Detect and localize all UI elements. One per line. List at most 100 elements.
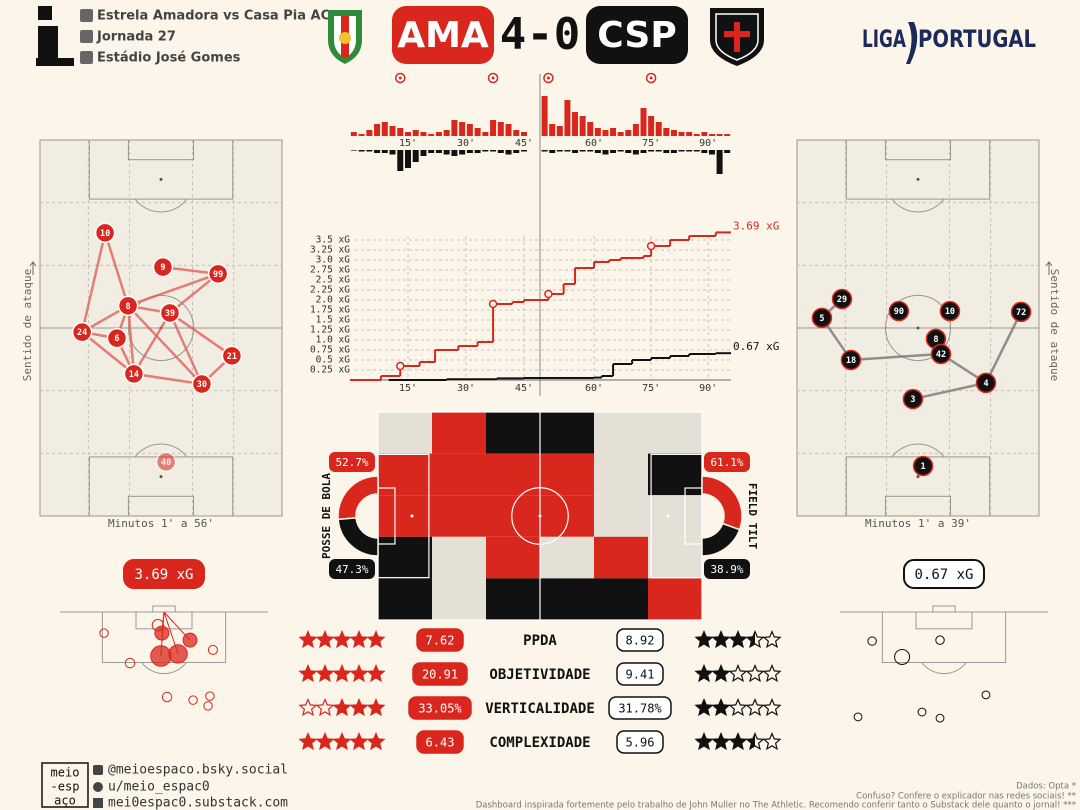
momentum-bar-home (459, 122, 466, 136)
momentum-bar-away (693, 150, 700, 152)
rating-star (298, 629, 318, 649)
rating-star (366, 697, 386, 717)
momentum-bar-away (670, 150, 677, 153)
territory-cell (594, 578, 648, 620)
momentum-bar-away (625, 150, 632, 153)
momentum-bar-home (556, 126, 563, 136)
momentum-bar-home (572, 112, 579, 136)
player-node (159, 302, 181, 324)
territory-cell (540, 536, 594, 579)
territory-cell (486, 453, 540, 496)
territory-cell (648, 495, 702, 537)
y-tick-label: 1.0 xG (316, 335, 351, 346)
match-round: Jornada 27 (96, 30, 176, 45)
momentum-tick-label: 30' (457, 138, 475, 149)
player-number: 8 (933, 335, 938, 345)
stat-value: 33.05% (418, 702, 462, 716)
xg-goal (488, 299, 498, 309)
player-number: 6 (114, 334, 119, 344)
player-node (94, 222, 116, 244)
momentum-bar-away (587, 150, 594, 152)
momentum-bar-home (579, 116, 586, 136)
momentum-bar-home (708, 134, 715, 136)
momentum-bar-home (521, 132, 527, 136)
gauge-pill (329, 452, 375, 472)
brand: aço (54, 794, 76, 808)
rating-star (694, 731, 714, 751)
momentum-tick-label: 75' (642, 138, 660, 149)
attack-label: Sentido de ataque (1048, 269, 1061, 382)
player-node (888, 300, 910, 322)
rating-star (332, 663, 352, 683)
momentum-bar-away (497, 150, 504, 153)
rating-star (332, 697, 352, 717)
xg-total-label: 0.67 xG (733, 340, 779, 353)
stat-pill (412, 662, 468, 686)
momentum-tick-label: 15' (399, 138, 417, 149)
momentum-bar-away (640, 150, 647, 153)
momentum-bar-home (678, 132, 685, 136)
rating-star (332, 731, 352, 751)
x-tick-label: 75' (642, 383, 660, 394)
pitch-spot (916, 326, 920, 330)
player-number: 1 (921, 462, 926, 472)
momentum-tick-label: 45' (515, 138, 533, 149)
shot (154, 625, 170, 641)
momentum-bar-home (724, 134, 731, 136)
away-crest (724, 31, 750, 37)
x-tick-label: 15' (399, 383, 417, 394)
attack-arrow (1045, 261, 1053, 275)
stat-pill (616, 662, 664, 686)
rating-star (315, 663, 335, 683)
momentum-bar-home (350, 132, 357, 136)
player-node (1010, 301, 1032, 323)
rating-star (349, 629, 369, 649)
player-node (912, 455, 934, 477)
rating-star (728, 629, 748, 649)
player-number: 3 (910, 395, 915, 405)
territory-cell (540, 578, 594, 620)
momentum-bar-away (374, 150, 381, 153)
gauge-title: POSSE DE BOLA (320, 473, 333, 559)
momentum-bar-away (663, 150, 670, 153)
momentum-tick-label: 90' (699, 138, 717, 149)
territory-cell (432, 412, 486, 454)
momentum-bar-home (632, 124, 639, 136)
momentum-bar-away (397, 150, 404, 171)
pitch-line (134, 443, 188, 458)
gauge-title: FIELD TILT (746, 483, 759, 550)
player-number: 24 (77, 328, 87, 338)
player-number: 14 (129, 370, 139, 380)
player-number: 39 (165, 309, 175, 319)
shot (981, 690, 991, 700)
pitch-line (884, 294, 952, 362)
x-tick-label: 30' (457, 383, 475, 394)
player-node (840, 349, 862, 371)
player-number: 18 (846, 356, 856, 366)
momentum-bar-away (521, 150, 527, 152)
pass-link (81, 331, 135, 375)
rating-star (745, 663, 765, 683)
territory-cell (432, 453, 486, 496)
momentum-bar-home (497, 122, 504, 136)
shot (894, 648, 911, 665)
shot (207, 644, 218, 655)
momentum-bar-away (686, 150, 693, 152)
momentum-bar-home (587, 122, 594, 136)
pass-link (133, 372, 203, 386)
territory-cell (432, 495, 486, 537)
pass-link (127, 304, 203, 385)
stat-value: 31.78% (618, 702, 662, 716)
rating-star (728, 663, 748, 683)
xg-goal (396, 361, 405, 371)
rating-star (349, 731, 369, 751)
rating-star (694, 629, 714, 649)
pitch-line (127, 495, 195, 517)
brand: -esp (51, 780, 80, 794)
territory-cell (486, 412, 540, 454)
home-pill (392, 6, 494, 64)
y-tick-label: 2.75 xG (310, 265, 350, 276)
momentum-bar-home (435, 132, 442, 136)
x-tick-label: 90' (699, 383, 717, 394)
